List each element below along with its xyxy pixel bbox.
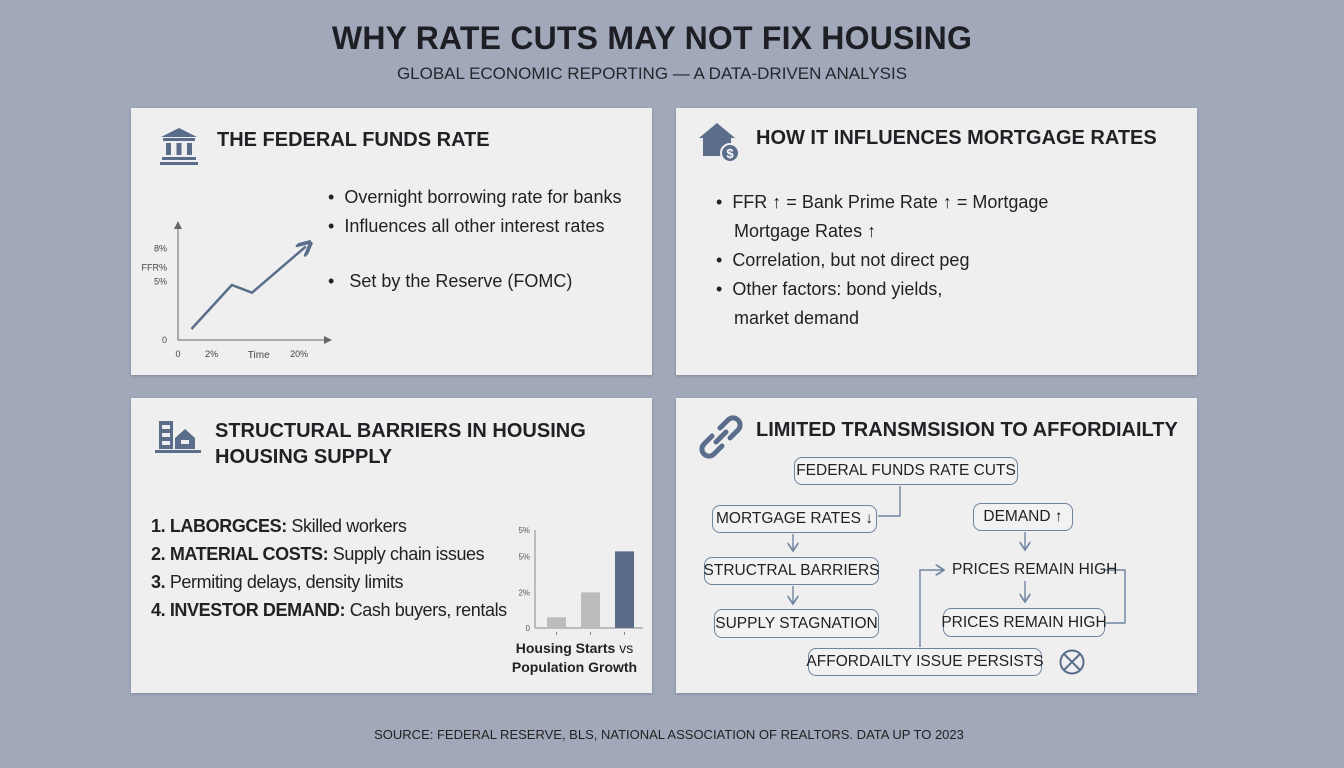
bullet: • Other factors: bond yields, <box>716 279 943 299</box>
panel-mortgage-rates: $ HOW IT INFLUENCES MORTGAGE RATES • FFR… <box>676 108 1197 375</box>
housing-bar-chart: 0 2% 5% 5% <box>518 526 643 635</box>
panel-title: THE FEDERAL FUNDS RATE <box>217 129 490 151</box>
page-title: WHY RATE CUTS MAY NOT FIX HOUSING <box>331 20 973 56</box>
panel-federal-funds-rate: THE FEDERAL FUNDS RATE • Overnight borro… <box>131 108 652 375</box>
bullet-continuation: Mortgage Rates ↑ <box>734 221 877 241</box>
y-axis-label: FFR% <box>142 262 168 272</box>
bullet: • Set by the Reserve (FOMC) <box>328 271 573 291</box>
panel-structural-barriers: STRUCTURAL BARRIERS IN HOUSING HOUSING S… <box>131 398 652 693</box>
y-tick-label: 5% <box>518 553 530 562</box>
list-item: 1. LABORGCES: Skilled workers <box>151 516 407 536</box>
connector <box>878 486 901 517</box>
bank-icon <box>160 128 198 165</box>
buildings-icon <box>155 421 201 453</box>
bullet: • FFR ↑ = Bank Prime Rate ↑ = Mortgage <box>716 192 1049 212</box>
y-tick-label: 5% <box>518 526 530 535</box>
bullet: • Correlation, but not direct peg <box>716 250 970 270</box>
y-tick-label: 8% <box>154 244 167 254</box>
y-tick-label: 0 <box>162 335 167 345</box>
ffr-line-chart: 0 5% 8% FFR% 0 2% 20% Time <box>142 221 332 361</box>
panel-title-line1: STRUCTURAL BARRIERS IN HOUSING <box>215 420 586 442</box>
ffr-line-series <box>190 247 305 330</box>
flow-node-prices-remain-high-2: PRICES REMAIN HIGH <box>941 608 1107 637</box>
panel-limited-transmission: LIMITED TRANSMSISION TO AFFORDIAILTY <box>676 398 1197 693</box>
x-tick-label: 0 <box>175 349 180 359</box>
flow-node-affordability-issue: AFFORDAILTY ISSUE PERSISTS <box>806 648 1044 676</box>
bar-chart-title: Housing Starts vs Population Growth <box>511 640 638 675</box>
panel-title: LIMITED TRANSMSISION TO AFFORDIAILTY <box>756 419 1178 441</box>
page-subtitle: GLOBAL ECONOMIC REPORTING — A DATA-DRIVE… <box>396 64 908 83</box>
bullet-continuation: market demand <box>734 308 860 328</box>
x-tick-label: 2% <box>205 349 218 359</box>
bar <box>547 617 566 628</box>
flow-node-prices-remain-high: PRICES REMAIN HIGH <box>952 561 1118 578</box>
x-axis-label: Time <box>248 350 270 361</box>
bar <box>581 592 600 628</box>
list-item: 4. INVESTOR DEMAND: Cash buyers, rentals <box>151 600 507 620</box>
bullet: • Influences all other interest rates <box>328 216 605 236</box>
list-item: 2. MATERIAL COSTS: Supply chain issues <box>151 544 485 564</box>
flow-node-structural-barriers: STRUCTRAL BARRIERS <box>704 557 880 585</box>
list-item: 3. Permiting delays, density limits <box>151 572 404 592</box>
x-tick-label: 20% <box>290 349 308 359</box>
panel-title: HOW IT INFLUENCES MORTGAGE RATES <box>756 127 1157 149</box>
y-tick-label: 5% <box>154 277 167 287</box>
source-footer: SOURCE: FEDERAL RESERVE, BLS, NATIONAL A… <box>374 727 964 742</box>
svg-text:$: $ <box>726 146 734 161</box>
y-tick-label: 0 <box>526 624 531 633</box>
x-circle-icon <box>1059 649 1085 675</box>
panel-title-line2: HOUSING SUPPLY <box>215 446 393 468</box>
flow-node-mortgage-rates: MORTGAGE RATES ↓ <box>712 505 877 533</box>
flow-node-ffr-cuts: FEDERAL FUNDS RATE CUTS <box>794 457 1018 485</box>
arrow <box>919 570 944 647</box>
flow-node-demand: DEMAND ↑ <box>973 503 1073 531</box>
y-tick-label: 2% <box>518 588 530 597</box>
bullet: • Overnight borrowing rate for banks <box>328 187 622 207</box>
house-dollar-icon: $ <box>699 123 740 163</box>
flow-node-supply-stagnation: SUPPLY STAGNATION <box>714 609 879 638</box>
chain-link-icon <box>699 415 743 459</box>
connector <box>1105 569 1126 624</box>
bar <box>615 551 634 628</box>
